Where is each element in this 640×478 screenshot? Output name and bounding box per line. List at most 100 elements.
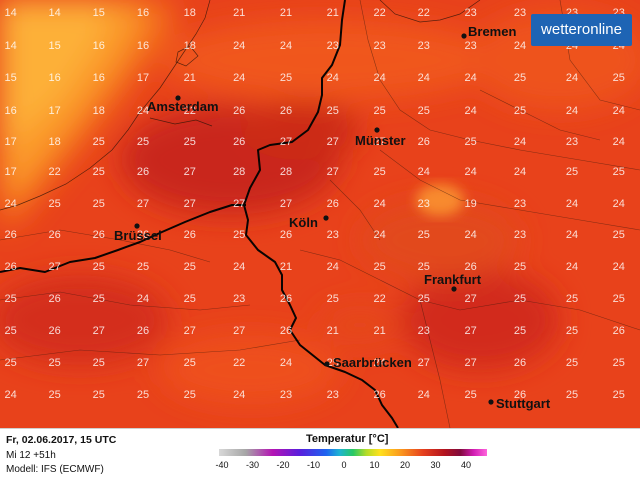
grid-value: 17: [48, 105, 60, 117]
grid-value: 27: [184, 198, 196, 210]
grid-value: 24: [566, 261, 578, 273]
grid-value: 27: [280, 198, 292, 210]
grid-value: 27: [48, 261, 60, 273]
city-label: Köln: [289, 215, 318, 230]
grid-value: 26: [137, 166, 149, 178]
grid-value: 26: [280, 229, 292, 241]
grid-value: 24: [566, 198, 578, 210]
grid-value: 24: [233, 40, 245, 52]
grid-value: 25: [93, 389, 105, 401]
grid-value: 27: [464, 293, 476, 305]
city-dot: [323, 215, 329, 221]
grid-value: 18: [184, 40, 196, 52]
grid-value: 25: [48, 389, 60, 401]
grid-value: 25: [93, 166, 105, 178]
grid-value: 26: [137, 325, 149, 337]
grid-value: 24: [280, 40, 292, 52]
grid-value: 17: [4, 166, 16, 178]
grid-value: 15: [4, 72, 16, 84]
grid-value: 25: [184, 357, 196, 369]
grid-value: 23: [514, 7, 526, 19]
grid-value: 25: [137, 136, 149, 148]
forecast-datetime: Fr, 02.06.2017, 15 UTC: [6, 434, 117, 446]
coastlines: [0, 0, 481, 211]
grid-value: 19: [464, 198, 476, 210]
grid-value: 25: [4, 293, 16, 305]
grid-value: 14: [4, 40, 16, 52]
city-label: Stuttgart: [496, 396, 551, 411]
temperature-grid: 14 14 15 16 18 21 21 21 22 22 23 23 23 23 14 15 16 16 18 24…: [4, 7, 624, 401]
grid-value: 27: [184, 325, 196, 337]
grid-value: 27: [137, 198, 149, 210]
grid-value: 25: [280, 72, 292, 84]
grid-value: 26: [93, 229, 105, 241]
grid-value: 23: [233, 293, 245, 305]
grid-value: 27: [464, 357, 476, 369]
grid-value: 17: [137, 72, 149, 84]
grid-value: 25: [613, 166, 625, 178]
grid-value: 25: [93, 261, 105, 273]
grid-value: 25: [184, 136, 196, 148]
grid-value: 23: [327, 40, 339, 52]
grid-value: 24: [566, 105, 578, 117]
grid-value: 25: [93, 198, 105, 210]
grid-value: 23: [566, 136, 578, 148]
grid-value: 25: [418, 293, 430, 305]
grid-value: 16: [137, 40, 149, 52]
temperature-scale-title: Temperatur [°C]: [306, 433, 389, 445]
temperature-color-scale: [219, 449, 487, 456]
grid-value: 26: [280, 105, 292, 117]
grid-value: 25: [48, 357, 60, 369]
grid-value: 23: [373, 40, 385, 52]
grid-value: 27: [464, 325, 476, 337]
grid-value: 24: [137, 105, 149, 117]
grid-value: 26: [184, 229, 196, 241]
grid-value: 26: [373, 389, 385, 401]
grid-value: 16: [137, 7, 149, 19]
grid-value: 21: [280, 7, 292, 19]
grid-value: 23: [514, 229, 526, 241]
grid-value: 25: [93, 293, 105, 305]
grid-value: 26: [327, 198, 339, 210]
grid-value: 15: [48, 40, 60, 52]
grid-value: 22: [373, 293, 385, 305]
grid-value: 25: [613, 293, 625, 305]
grid-value: 26: [233, 136, 245, 148]
grid-value: 24: [514, 40, 526, 52]
scale-tick-label: -40: [215, 460, 229, 470]
grid-value: 26: [48, 293, 60, 305]
grid-value: 22: [48, 166, 60, 178]
grid-value: 25: [418, 105, 430, 117]
grid-value: 26: [418, 136, 430, 148]
city-dot: [374, 127, 380, 133]
grid-value: 28: [280, 166, 292, 178]
city-dot: [488, 399, 494, 405]
grid-value: 25: [566, 357, 578, 369]
grid-value: 25: [464, 389, 476, 401]
grid-value: 26: [280, 325, 292, 337]
grid-value: 27: [373, 136, 385, 148]
grid-value: 25: [464, 136, 476, 148]
grid-value: 24: [137, 293, 149, 305]
city-label: Frankfurt: [424, 272, 482, 287]
grid-value: 25: [613, 72, 625, 84]
grid-value: 27: [137, 357, 149, 369]
grid-value: 21: [327, 325, 339, 337]
city-label: Bremen: [468, 24, 516, 39]
grid-value: 25: [373, 105, 385, 117]
scale-tick-label: -10: [306, 460, 320, 470]
grid-value: 26: [280, 293, 292, 305]
grid-value: 24: [613, 105, 625, 117]
grid-value: 24: [464, 166, 476, 178]
grid-value: 25: [514, 293, 526, 305]
grid-value: 22: [233, 357, 245, 369]
grid-value: 25: [566, 293, 578, 305]
grid-value: 25: [566, 166, 578, 178]
grid-value: 24: [514, 136, 526, 148]
grid-value: 21: [327, 7, 339, 19]
grid-value: 25: [93, 357, 105, 369]
grid-value: 24: [373, 198, 385, 210]
grid-value: 16: [48, 72, 60, 84]
grid-value: 25: [613, 357, 625, 369]
city-label: Münster: [355, 133, 406, 148]
